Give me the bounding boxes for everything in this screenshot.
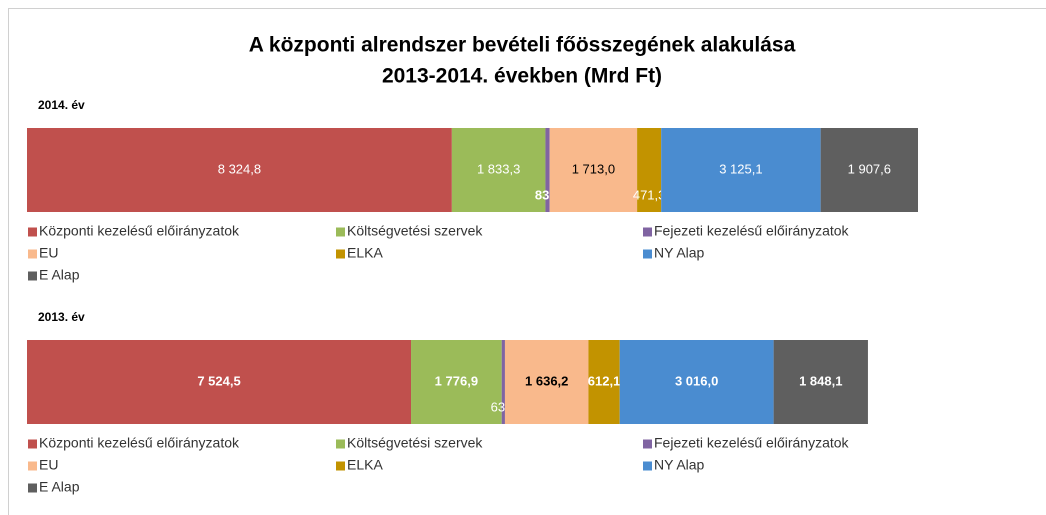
legend-label: NY Alap	[654, 457, 705, 473]
legend-marker	[336, 461, 345, 471]
data-label: 612,1	[588, 373, 621, 388]
data-label: 1 848,1	[799, 373, 842, 388]
legend-marker	[643, 439, 652, 449]
bar-segment	[27, 128, 452, 212]
legend-marker	[28, 461, 37, 471]
bar-segment	[637, 128, 662, 212]
legend-label: Fejezeti kezelésű előirányzatok	[654, 223, 850, 239]
legend-label: EU	[39, 245, 58, 261]
bar-segment	[773, 340, 868, 424]
legend-label: E Alap	[39, 479, 80, 495]
legend-label: Költségvetési szervek	[347, 435, 483, 451]
bar-segment	[619, 340, 774, 424]
legend-marker	[28, 483, 37, 493]
legend-label: Központi kezelésű előirányzatok	[39, 435, 240, 451]
bar-segment	[820, 128, 918, 212]
legend-marker	[336, 439, 345, 449]
legend-marker	[28, 249, 37, 259]
data-label: 471,3	[633, 187, 666, 202]
legend-label: Központi kezelésű előirányzatok	[39, 223, 240, 239]
chart-title: 2013-2014. években (Mrd Ft)	[382, 65, 662, 88]
legend-label: ELKA	[347, 457, 383, 473]
data-label: 1 907,6	[848, 161, 891, 176]
data-label: 8 324,8	[218, 161, 261, 176]
legend-marker	[28, 271, 37, 281]
chart-title: A központi alrendszer bevételi főösszegé…	[249, 34, 796, 57]
chart-subtitle: 2014. év	[38, 98, 85, 112]
legend-label: Költségvetési szervek	[347, 223, 483, 239]
legend-label: NY Alap	[654, 245, 705, 261]
legend-label: E Alap	[39, 267, 80, 283]
chart-border	[8, 8, 1046, 515]
data-label: 1 776,9	[435, 373, 478, 388]
legend-marker	[643, 249, 652, 259]
data-label: 1 833,3	[477, 161, 520, 176]
bar-segment	[501, 340, 505, 424]
bar-segment	[27, 340, 412, 424]
bar-segment	[545, 128, 550, 212]
data-label: 3 016,0	[675, 373, 718, 388]
legend-label: ELKA	[347, 245, 383, 261]
bar-segment	[504, 340, 589, 424]
data-label: 1 636,2	[525, 373, 568, 388]
legend-marker	[28, 439, 37, 449]
data-label: 3 125,1	[719, 161, 762, 176]
data-label: 1 713,0	[572, 161, 615, 176]
legend-marker	[643, 461, 652, 471]
bar-segment	[549, 128, 638, 212]
legend-marker	[336, 227, 345, 237]
data-label: 7 524,5	[197, 373, 240, 388]
legend-label: Fejezeti kezelésű előirányzatok	[654, 435, 850, 451]
legend-marker	[643, 227, 652, 237]
legend-label: EU	[39, 457, 58, 473]
bar-segment	[588, 340, 620, 424]
legend-marker	[336, 249, 345, 259]
bar-segment	[661, 128, 821, 212]
bar-segment	[451, 128, 546, 212]
bar-segment	[411, 340, 502, 424]
chart-subtitle: 2013. év	[38, 310, 85, 324]
legend-marker	[28, 227, 37, 237]
